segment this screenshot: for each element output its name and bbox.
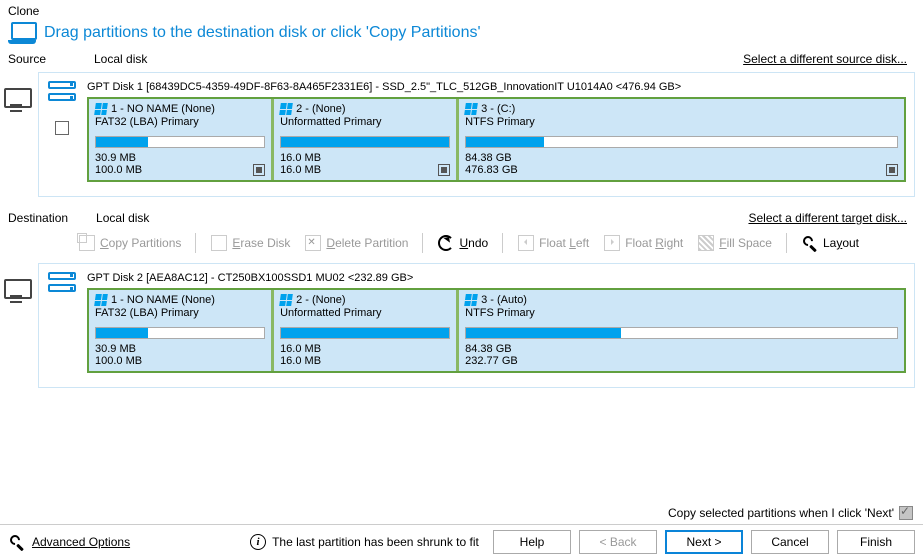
erase-icon [210, 234, 228, 252]
source-disk-title: GPT Disk 1 [68439DC5-4359-49DF-8F63-8A46… [87, 81, 906, 93]
partition-name: 2 - (None) [296, 294, 346, 306]
partition-total: 16.0 MB [280, 164, 321, 176]
partition-name: 1 - NO NAME (None) [111, 294, 215, 306]
windows-icon [279, 294, 293, 306]
hdd-icon [48, 272, 76, 292]
usage-bar [95, 327, 265, 339]
help-button[interactable]: Help [493, 530, 571, 554]
usage-bar [95, 136, 265, 148]
destination-disk-title: GPT Disk 2 [AEA8AC12] - CT250BX100SSD1 M… [87, 272, 906, 284]
partition-used: 16.0 MB [280, 152, 321, 164]
footer-bar: Advanced Options i The last partition ha… [0, 524, 923, 558]
usage-bar [280, 136, 450, 148]
destination-partitions: 1 - NO NAME (None)FAT32 (LBA) Primary 30.… [87, 288, 906, 373]
window-title: Clone [0, 0, 923, 20]
source-disk-panel: GPT Disk 1 [68439DC5-4359-49DF-8F63-8A46… [38, 72, 915, 197]
stop-icon[interactable] [438, 164, 450, 176]
undo-button[interactable]: Undo [437, 234, 488, 252]
stop-icon[interactable] [253, 164, 265, 176]
partition-name: 1 - NO NAME (None) [111, 103, 215, 115]
partition-total: 16.0 MB [280, 355, 321, 367]
destination-toolbar: Copy Partitions Erase Disk ✕ Delete Part… [0, 227, 923, 259]
info-icon: i [250, 534, 266, 550]
destination-sub: Local disk [96, 211, 149, 225]
monitor-icon [2, 279, 30, 303]
source-change-link[interactable]: Select a different source disk... [743, 52, 915, 66]
partition-used: 30.9 MB [95, 152, 142, 164]
wrench-icon [801, 234, 819, 252]
back-button[interactable]: < Back [579, 530, 657, 554]
usage-bar [280, 327, 450, 339]
clone-icon [8, 22, 36, 44]
source-header: Source Local disk Select a different sou… [0, 50, 923, 68]
source-select-checkbox[interactable] [55, 121, 69, 135]
partition-type: Unformatted Primary [280, 116, 450, 128]
partition[interactable]: 1 - NO NAME (None)FAT32 (LBA) Primary 30.… [89, 290, 271, 371]
copy-on-next-row: Copy selected partitions when I click 'N… [668, 506, 913, 520]
finish-button[interactable]: Finish [837, 530, 915, 554]
partition-used: 84.38 GB [465, 343, 518, 355]
advanced-options-link[interactable]: Advanced Options [8, 533, 130, 551]
float-left-icon [517, 234, 535, 252]
partition-used: 30.9 MB [95, 343, 142, 355]
next-button[interactable]: Next > [665, 530, 743, 554]
copy-on-next-checkbox[interactable] [899, 506, 913, 520]
partition-used: 84.38 GB [465, 152, 518, 164]
instruction-text: Drag partitions to the destination disk … [44, 24, 481, 42]
partition-type: NTFS Primary [465, 307, 898, 319]
layout-button[interactable]: Layout [801, 234, 859, 252]
fill-icon [697, 234, 715, 252]
partition[interactable]: 3 - (C:)NTFS Primary 84.38 GB476.83 GB [456, 99, 904, 180]
windows-icon [464, 294, 478, 306]
partition-type: NTFS Primary [465, 116, 898, 128]
partition-used: 16.0 MB [280, 343, 321, 355]
partition-type: Unformatted Primary [280, 307, 450, 319]
partition-name: 3 - (Auto) [481, 294, 527, 306]
hdd-icon [48, 81, 76, 101]
partition-name: 2 - (None) [296, 103, 346, 115]
destination-disk-panel: GPT Disk 2 [AEA8AC12] - CT250BX100SSD1 M… [38, 263, 915, 388]
destination-label: Destination [8, 211, 68, 225]
float-right-icon [603, 234, 621, 252]
delete-icon: ✕ [304, 234, 322, 252]
erase-disk-button[interactable]: Erase Disk [210, 234, 290, 252]
source-label: Source [8, 52, 66, 66]
partition-type: FAT32 (LBA) Primary [95, 116, 265, 128]
destination-header: Destination Local disk Select a differen… [0, 209, 923, 227]
partition-type: FAT32 (LBA) Primary [95, 307, 265, 319]
partition-name: 3 - (C:) [481, 103, 515, 115]
partition-total: 100.0 MB [95, 164, 142, 176]
destination-change-link[interactable]: Select a different target disk... [748, 211, 915, 225]
monitor-icon [2, 88, 30, 112]
windows-icon [464, 103, 478, 115]
partition-total: 232.77 GB [465, 355, 518, 367]
fill-space-button[interactable]: Fill Space [697, 234, 772, 252]
partition[interactable]: 3 - (Auto)NTFS Primary 84.38 GB232.77 GB [456, 290, 904, 371]
partition-total: 476.83 GB [465, 164, 518, 176]
instruction-row: Drag partitions to the destination disk … [0, 20, 923, 50]
copy-on-next-label: Copy selected partitions when I click 'N… [668, 506, 894, 520]
partition[interactable]: 2 - (None)Unformatted Primary 16.0 MB16.0… [271, 290, 456, 371]
cancel-button[interactable]: Cancel [751, 530, 829, 554]
windows-icon [94, 294, 108, 306]
copy-partitions-button[interactable]: Copy Partitions [78, 234, 181, 252]
float-left-button[interactable]: Float Left [517, 234, 589, 252]
usage-bar [465, 327, 898, 339]
windows-icon [94, 103, 108, 115]
windows-icon [279, 103, 293, 115]
delete-partition-button[interactable]: ✕ Delete Partition [304, 234, 408, 252]
source-sub: Local disk [94, 52, 147, 66]
stop-icon[interactable] [886, 164, 898, 176]
footer-message: i The last partition has been shrunk to … [250, 534, 479, 550]
partition[interactable]: 1 - NO NAME (None)FAT32 (LBA) Primary 30.… [89, 99, 271, 180]
copy-icon [78, 234, 96, 252]
partition-total: 100.0 MB [95, 355, 142, 367]
usage-bar [465, 136, 898, 148]
float-right-button[interactable]: Float Right [603, 234, 683, 252]
source-partitions: 1 - NO NAME (None)FAT32 (LBA) Primary 30.… [87, 97, 906, 182]
undo-icon [437, 234, 455, 252]
wrench-icon [8, 533, 26, 551]
partition[interactable]: 2 - (None)Unformatted Primary 16.0 MB16.0… [271, 99, 456, 180]
